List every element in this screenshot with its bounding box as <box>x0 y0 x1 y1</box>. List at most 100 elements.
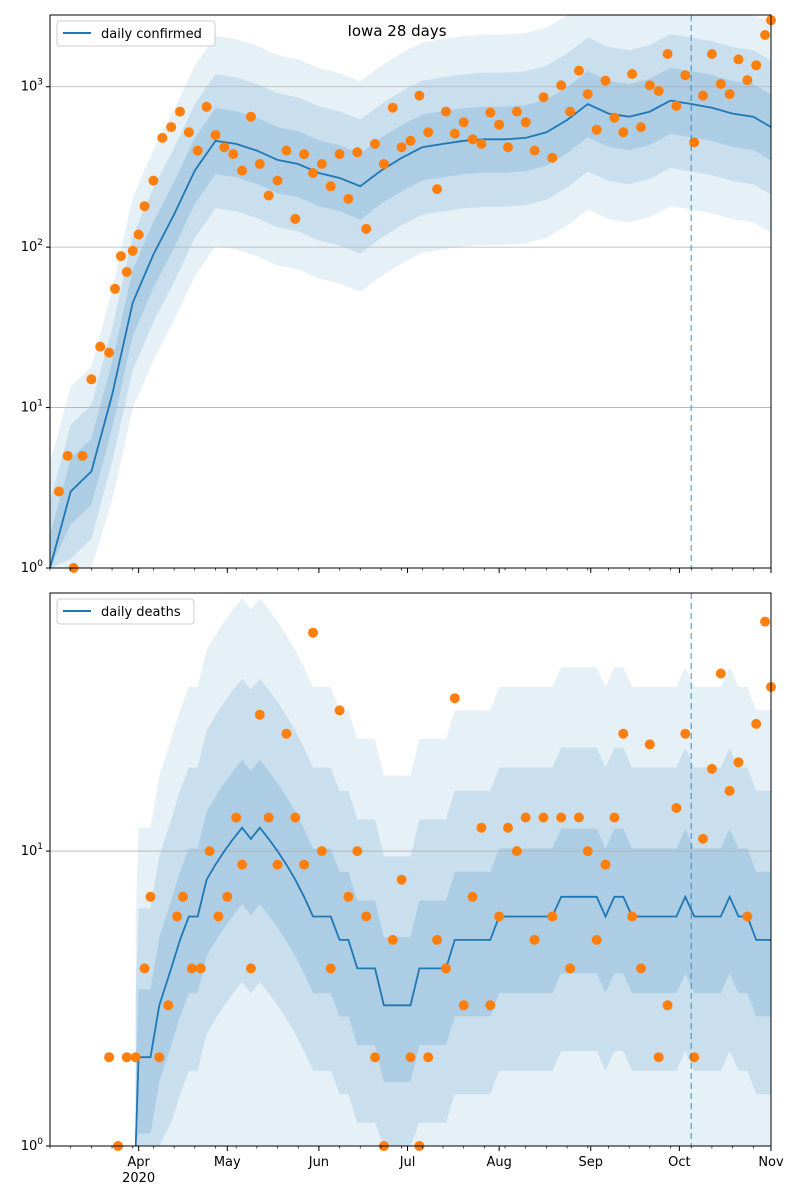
deaths-point <box>636 963 646 974</box>
deaths-point <box>186 963 197 974</box>
y-tick-exponent: 0 <box>37 559 43 569</box>
confirmed-point <box>485 107 496 118</box>
confirmed-point <box>751 60 762 71</box>
deaths-point <box>556 812 567 823</box>
confirmed-point <box>183 127 194 138</box>
deaths-legend: daily deaths <box>56 598 195 625</box>
deaths-point <box>334 705 345 716</box>
confirmed-point <box>494 119 505 130</box>
confirmed-point <box>547 152 558 163</box>
deaths-point <box>449 693 460 704</box>
confirmed-point <box>760 30 771 40</box>
confirmed-point <box>449 128 460 139</box>
deaths-point <box>325 963 336 974</box>
x-tick-label: Nov <box>758 1155 784 1170</box>
deaths-band-0 <box>135 598 771 1146</box>
confirmed-point <box>653 86 664 96</box>
confirmed-point <box>627 69 638 79</box>
confirmed-point <box>219 142 230 153</box>
deaths-point <box>582 846 593 857</box>
confirmed-point <box>254 159 265 169</box>
confirmed-point <box>680 70 691 81</box>
confirmed-point <box>467 134 478 145</box>
deaths-point <box>494 911 505 922</box>
confirmed-point <box>77 450 88 461</box>
confirmed-point <box>591 124 602 135</box>
confirmed-point <box>573 65 584 76</box>
deaths-point <box>565 963 576 974</box>
confirmed-point <box>405 135 416 146</box>
confirmed-point <box>245 111 256 122</box>
deaths-point <box>476 822 487 833</box>
confirmed-point <box>210 130 221 140</box>
deaths-point <box>627 911 638 922</box>
y-tick-exponent: 1 <box>37 842 43 852</box>
deaths-point <box>195 963 206 974</box>
confirmed-point <box>662 49 673 59</box>
deaths-point <box>361 911 372 922</box>
confirmed-point <box>263 190 274 201</box>
deaths-plot-frame <box>49 592 772 1147</box>
y-tick-exponent: 0 <box>37 1137 43 1147</box>
deaths-point <box>370 1052 380 1063</box>
deaths-point <box>520 812 531 823</box>
confirmed-point <box>281 145 292 156</box>
confirmed-point <box>715 79 726 89</box>
deaths-point <box>733 757 744 768</box>
deaths-point <box>281 728 292 739</box>
figure-title: Iowa 28 days <box>347 22 446 40</box>
deaths-point <box>290 812 301 823</box>
confirmed-point <box>95 341 106 352</box>
confirmed-point <box>53 486 64 497</box>
confirmed-point <box>237 165 248 176</box>
confirmed-band-2 <box>50 67 771 569</box>
confirmed-point <box>414 90 425 101</box>
confirmed-point <box>316 159 327 169</box>
confirmed-point <box>458 117 469 128</box>
confirmed-point <box>370 138 380 149</box>
deaths-point <box>139 963 150 974</box>
confirmed-point <box>529 145 540 156</box>
deaths-point <box>145 891 156 902</box>
deaths-point <box>104 1052 115 1063</box>
x-tick-year-label: 2020 <box>122 1171 155 1186</box>
confirmed-point <box>476 138 487 149</box>
deaths-point <box>316 846 327 857</box>
x-tick-label: Oct <box>668 1155 690 1170</box>
deaths-point <box>272 859 283 870</box>
deaths-point <box>299 859 310 870</box>
confirmed-point <box>192 145 203 156</box>
confirmed-plot-frame <box>49 14 772 569</box>
x-tick-label: Aug <box>486 1155 511 1170</box>
deaths-point <box>715 668 726 679</box>
confirmed-point <box>121 267 132 277</box>
x-tick-label: Sep <box>578 1155 603 1170</box>
deaths-uncertainty-bands <box>135 598 771 1146</box>
deaths-point <box>263 812 274 823</box>
confirmed-point <box>742 75 753 86</box>
deaths-point <box>231 812 242 823</box>
deaths-point <box>387 934 398 945</box>
deaths-point <box>467 891 478 902</box>
deaths-point <box>680 728 691 739</box>
x-tick-label: Apr <box>127 1155 150 1170</box>
confirmed-legend: daily confirmed <box>56 20 216 47</box>
confirmed-point <box>139 201 150 212</box>
deaths-point <box>503 822 513 833</box>
confirmed-point <box>110 283 120 294</box>
confirmed-point <box>175 106 185 117</box>
deaths-point <box>653 1052 664 1063</box>
y-tick-exponent: 3 <box>37 78 43 88</box>
confirmed-x-ticks <box>49 568 772 573</box>
deaths-point <box>591 934 602 945</box>
deaths-point <box>600 859 611 870</box>
confirmed-point <box>290 213 301 224</box>
confirmed-point <box>671 100 682 111</box>
deaths-point <box>222 891 233 902</box>
confirmed-point <box>556 80 567 91</box>
deaths-point <box>405 1052 416 1063</box>
confirmed-band-1 <box>50 34 771 568</box>
confirmed-point <box>441 106 451 117</box>
